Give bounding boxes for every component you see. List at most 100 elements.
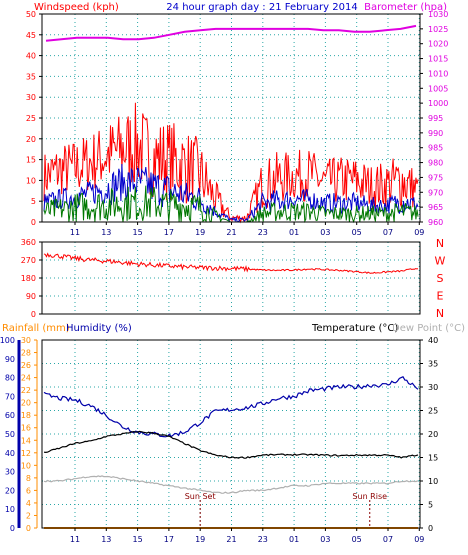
- baro-tick-label: 1000: [428, 99, 448, 108]
- temp-panel-line-2: [43, 475, 419, 494]
- baro-tick-label: 1020: [428, 40, 448, 49]
- humidity-tick-label: 0: [10, 524, 15, 533]
- baro-tick-label: 980: [428, 159, 443, 168]
- dir-tick-label: 180: [21, 274, 36, 283]
- humidity-tick-label: 60: [5, 411, 15, 420]
- temp-x-tick-label: 07: [383, 535, 393, 544]
- baro-tick-label: 965: [428, 203, 443, 212]
- temp-x-tick-label: 03: [320, 535, 330, 544]
- baro-tick-label: 975: [428, 173, 443, 182]
- wind-series-0: [43, 102, 419, 224]
- rain-tick-label: 0: [26, 524, 31, 533]
- baro-tick-label: 970: [428, 188, 443, 197]
- temp-x-tick-label: 09: [414, 535, 424, 544]
- barometer-axis-label: Barometer (hpa): [364, 2, 447, 13]
- compass-letter: S: [437, 272, 444, 285]
- dir-tick-label: 360: [21, 238, 36, 247]
- humidity-tick-label: 70: [5, 392, 15, 401]
- rain-tick-label: 14: [21, 436, 31, 445]
- wind-x-tick-label: 09: [414, 228, 424, 237]
- rain-tick-label: 30: [21, 336, 31, 345]
- rain-tick-label: 16: [21, 424, 31, 433]
- wind-tick-label: 30: [26, 93, 36, 102]
- sun-annotation-label: Sun Set: [185, 492, 216, 501]
- wind-series-1: [43, 163, 419, 223]
- temp-x-tick-label: 19: [195, 535, 205, 544]
- wind-tick-label: 25: [26, 114, 36, 123]
- wind-tick-label: 15: [26, 156, 36, 165]
- wind-x-tick-label: 17: [164, 228, 174, 237]
- temp-tick-label: 15: [428, 454, 438, 463]
- humidity-tick-label: 100: [0, 336, 15, 345]
- barometer-line: [45, 24, 417, 42]
- direction-grid: [42, 242, 420, 314]
- temp-x-tick-label: 23: [258, 535, 268, 544]
- wind-tick-label: 10: [26, 176, 36, 185]
- wind-left-ticks: 0 5 10 15 20 25 30 35 40 45 50: [26, 10, 42, 227]
- temp-x-tick-label: 21: [226, 535, 236, 544]
- compass-letter: W: [435, 255, 446, 268]
- compass-letter: N: [436, 237, 444, 250]
- dir-tick-label: 270: [21, 256, 36, 265]
- temp-x-tick-label: 01: [289, 535, 299, 544]
- humidity-tick-label: 40: [5, 449, 15, 458]
- humidity-tick-label: 50: [5, 430, 15, 439]
- temp-tick-label: 35: [428, 360, 438, 369]
- direction-series: [43, 252, 419, 275]
- wind-x-tick-label: 01: [289, 228, 299, 237]
- rain-tick-label: 8: [26, 474, 31, 483]
- wind-tick-label: 50: [26, 10, 36, 19]
- baro-tick-label: 990: [428, 129, 443, 138]
- temp-tick-label: 30: [428, 383, 438, 392]
- temp-panel-line-0: [43, 376, 419, 438]
- humidity-tick-label: 30: [5, 468, 15, 477]
- rain-tick-label: 28: [21, 349, 31, 358]
- baro-tick-label: 960: [428, 218, 443, 227]
- temp-x-tick-label: 13: [101, 535, 111, 544]
- baro-right-ticks: 960 965 970 975 980 985 990 995 1000 1005 1010 1015…: [420, 10, 448, 227]
- rain-tick-label: 12: [21, 449, 31, 458]
- temp-tick-label: 10: [428, 477, 438, 486]
- wind-tick-label: 40: [26, 52, 36, 61]
- temp-panel-line-1: [43, 430, 419, 459]
- windspeed-axis-label: Windspeed (kph): [34, 2, 119, 13]
- temp-x-ticks: 11 13 15 17 19 21 23 01 03 05 07 09: [70, 528, 424, 544]
- compass-letter: N: [436, 307, 444, 320]
- baro-tick-label: 995: [428, 114, 443, 123]
- rain-tick-label: 18: [21, 411, 31, 420]
- temperature-axis-label: Temperature (°C): [311, 323, 398, 334]
- baro-tick-label: 1010: [428, 69, 448, 78]
- temp-x-tick-label: 17: [164, 535, 174, 544]
- wind-x-ticks: 11 13 15 17 19 21 23 01 03 05 07 09: [70, 222, 424, 237]
- sun-annotations: Sun Set Sun Rise: [185, 492, 387, 528]
- rain-tick-label: 24: [21, 374, 31, 383]
- humidity-tick-label: 10: [5, 505, 15, 514]
- wind-tick-label: 45: [26, 31, 36, 40]
- dewpoint-axis-label: Dew Point (°C): [392, 323, 465, 334]
- rain-tick-label: 26: [21, 361, 31, 370]
- humidity-tick-label: 90: [5, 355, 15, 364]
- baro-tick-label: 1015: [428, 55, 448, 64]
- wind-x-tick-label: 13: [101, 228, 111, 237]
- temp-tick-label: 25: [428, 407, 438, 416]
- rain-tick-label: 2: [26, 511, 31, 520]
- wind-grid: [42, 14, 420, 222]
- temperature-ticks: 0 5 10 15 20 25 30 35 40: [420, 336, 438, 533]
- baro-tick-label: 1005: [428, 84, 448, 93]
- chart-title: 24 hour graph day : 21 February 2014: [166, 2, 357, 13]
- humidity-axis-label: Humidity (%): [66, 323, 132, 334]
- rain-tick-label: 4: [26, 499, 31, 508]
- baro-tick-label: 1025: [428, 25, 448, 34]
- sun-annotation-label: Sun Rise: [352, 492, 387, 501]
- rain-tick-label: 10: [21, 461, 31, 470]
- wind-x-tick-label: 15: [133, 228, 143, 237]
- temp-x-tick-label: 05: [352, 535, 362, 544]
- wind-x-tick-label: 05: [352, 228, 362, 237]
- humidity-tick-label: 80: [5, 374, 15, 383]
- rain-tick-label: 6: [26, 486, 31, 495]
- humidity-tick-label: 20: [5, 486, 15, 495]
- direction-line-0: [43, 252, 419, 275]
